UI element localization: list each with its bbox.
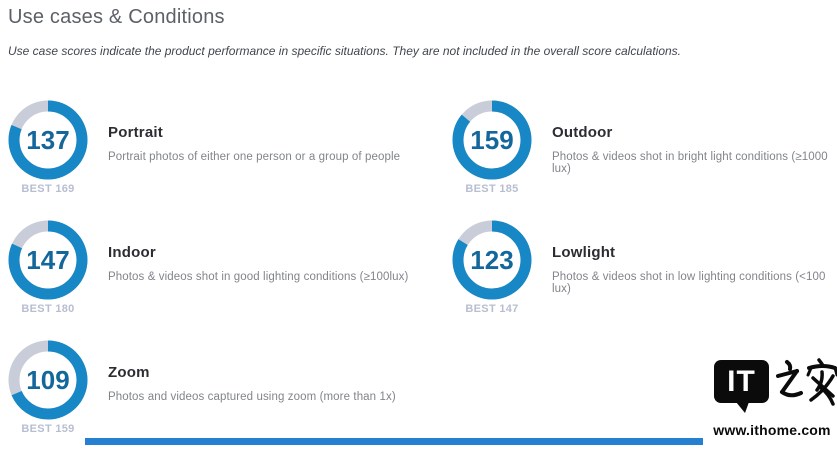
use-case-text: Portrait Portrait photos of either one p…	[108, 100, 400, 163]
use-case-title: Indoor	[108, 244, 156, 261]
best-score-label: BEST 185	[465, 183, 519, 195]
gauge-ring-icon: 159	[452, 100, 532, 180]
use-case-description: Photos & videos shot in good lighting co…	[108, 271, 409, 283]
use-case-title: Portrait	[108, 124, 163, 141]
best-score-label: BEST 180	[21, 303, 75, 315]
it-speech-bubble-icon: IT	[714, 360, 769, 413]
score-gauge: 147 BEST 180	[8, 220, 88, 315]
use-case-card-indoor: 147 BEST 180 Indoor Photos & videos shot…	[8, 220, 452, 340]
use-case-text: Outdoor Photos & videos shot in bright l…	[552, 100, 837, 175]
next-section-accent-bar	[85, 438, 703, 445]
best-score-label: BEST 169	[21, 183, 75, 195]
ithome-logo: IT	[714, 358, 837, 413]
best-score-label: BEST 159	[21, 423, 75, 435]
gauge-ring-icon: 109	[8, 340, 88, 420]
use-cases-grid: 137 BEST 169 Portrait Portrait photos of…	[8, 100, 837, 460]
use-case-title: Outdoor	[552, 124, 613, 141]
use-case-title: Zoom	[108, 364, 150, 381]
gauge-ring-icon: 123	[452, 220, 532, 300]
score-value: 147	[26, 245, 69, 275]
use-case-title: Lowlight	[552, 244, 616, 261]
use-case-card-outdoor: 159 BEST 185 Outdoor Photos & videos sho…	[452, 100, 837, 220]
score-gauge: 123 BEST 147	[452, 220, 532, 315]
ithome-watermark: IT www.ithome.com	[700, 356, 837, 445]
use-case-card-portrait: 137 BEST 169 Portrait Portrait photos of…	[8, 100, 452, 220]
score-value: 137	[26, 125, 69, 155]
gauge-ring-icon: 137	[8, 100, 88, 180]
use-case-description: Photos and videos captured using zoom (m…	[108, 391, 396, 403]
score-gauge: 109 BEST 159	[8, 340, 88, 435]
it-logo-text: IT	[727, 364, 756, 398]
use-case-text: Lowlight Photos & videos shot in low lig…	[552, 220, 837, 295]
use-case-text: Zoom Photos and videos captured using zo…	[108, 340, 396, 403]
score-value: 109	[26, 365, 69, 395]
use-case-description: Photos & videos shot in bright light con…	[552, 151, 828, 175]
use-case-description: Photos & videos shot in low lighting con…	[552, 271, 826, 295]
page-subtitle: Use case scores indicate the product per…	[8, 44, 682, 58]
score-gauge: 137 BEST 169	[8, 100, 88, 195]
page-title: Use cases & Conditions	[8, 6, 225, 28]
ithome-url: www.ithome.com	[713, 422, 831, 438]
speech-bubble-tail-icon	[736, 402, 749, 413]
use-case-text: Indoor Photos & videos shot in good ligh…	[108, 220, 408, 283]
gauge-ring-icon: 147	[8, 220, 88, 300]
best-score-label: BEST 147	[465, 303, 519, 315]
use-case-card-lowlight: 123 BEST 147 Lowlight Photos & videos sh…	[452, 220, 837, 340]
score-value: 159	[470, 125, 513, 155]
use-case-card-zoom: 109 BEST 159 Zoom Photos and videos capt…	[8, 340, 452, 460]
score-value: 123	[470, 245, 513, 275]
zhijia-calligraphy-icon	[776, 358, 837, 406]
use-case-description: Portrait photos of either one person or …	[108, 151, 401, 163]
score-gauge: 159 BEST 185	[452, 100, 532, 195]
